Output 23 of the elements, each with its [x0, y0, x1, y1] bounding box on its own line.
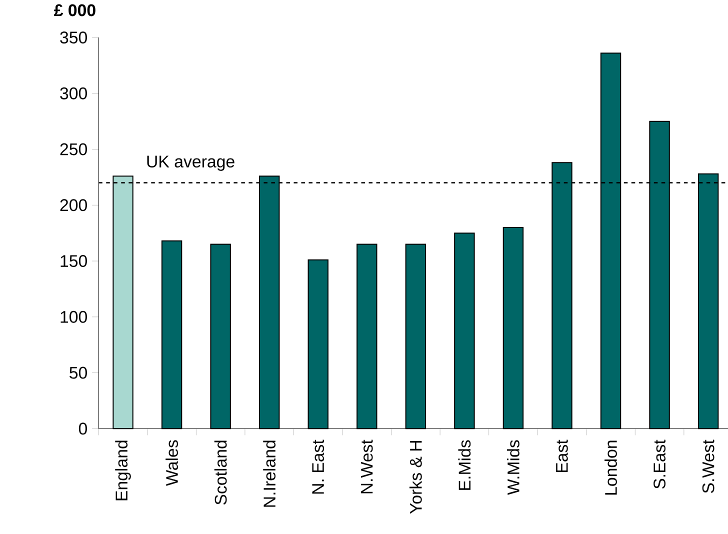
- x-tick-label: Scotland: [214, 440, 227, 505]
- y-tick-label: 350: [60, 32, 87, 44]
- x-tick-label: East: [556, 440, 568, 472]
- x-tick-label: England: [115, 440, 131, 500]
- y-tick-label: 200: [60, 199, 87, 212]
- y-tick-label: 300: [60, 88, 87, 100]
- x-tick-label: N.Ireland: [263, 440, 276, 507]
- x-tick-label: Wales: [166, 440, 178, 486]
- x-tick-label: London: [604, 440, 617, 495]
- x-tick-label: S.West: [702, 440, 714, 494]
- y-tick-label: 0: [78, 422, 87, 435]
- x-tick-label: W.Mids: [507, 440, 520, 496]
- x-tick-label: S.East: [654, 440, 666, 489]
- y-tick-label: 50: [70, 366, 87, 379]
- x-tick-label: N.West: [361, 440, 373, 494]
- y-axis-title: £ 000: [54, 4, 96, 16]
- x-tick-label: Yorks & H: [409, 441, 422, 514]
- y-tick-label: 150: [60, 255, 87, 268]
- ref-line-label: UK average: [147, 156, 234, 172]
- x-tick-label: N. East: [312, 440, 324, 494]
- x-tick-label: E.Mids: [458, 440, 471, 490]
- y-tick-label: 100: [60, 311, 87, 324]
- y-tick-label: 250: [60, 143, 87, 156]
